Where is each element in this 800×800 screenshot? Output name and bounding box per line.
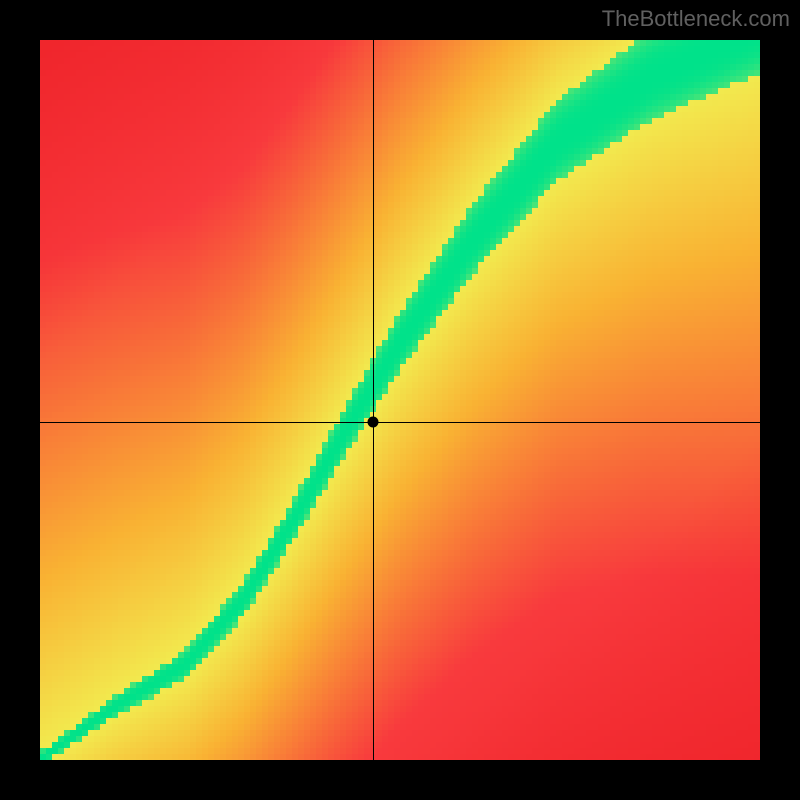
crosshair-horizontal bbox=[40, 422, 760, 423]
crosshair-vertical bbox=[373, 40, 374, 760]
heatmap-canvas bbox=[40, 40, 760, 760]
watermark-text: TheBottleneck.com bbox=[602, 6, 790, 32]
crosshair-marker[interactable] bbox=[367, 416, 378, 427]
heatmap-plot-area bbox=[40, 40, 760, 760]
